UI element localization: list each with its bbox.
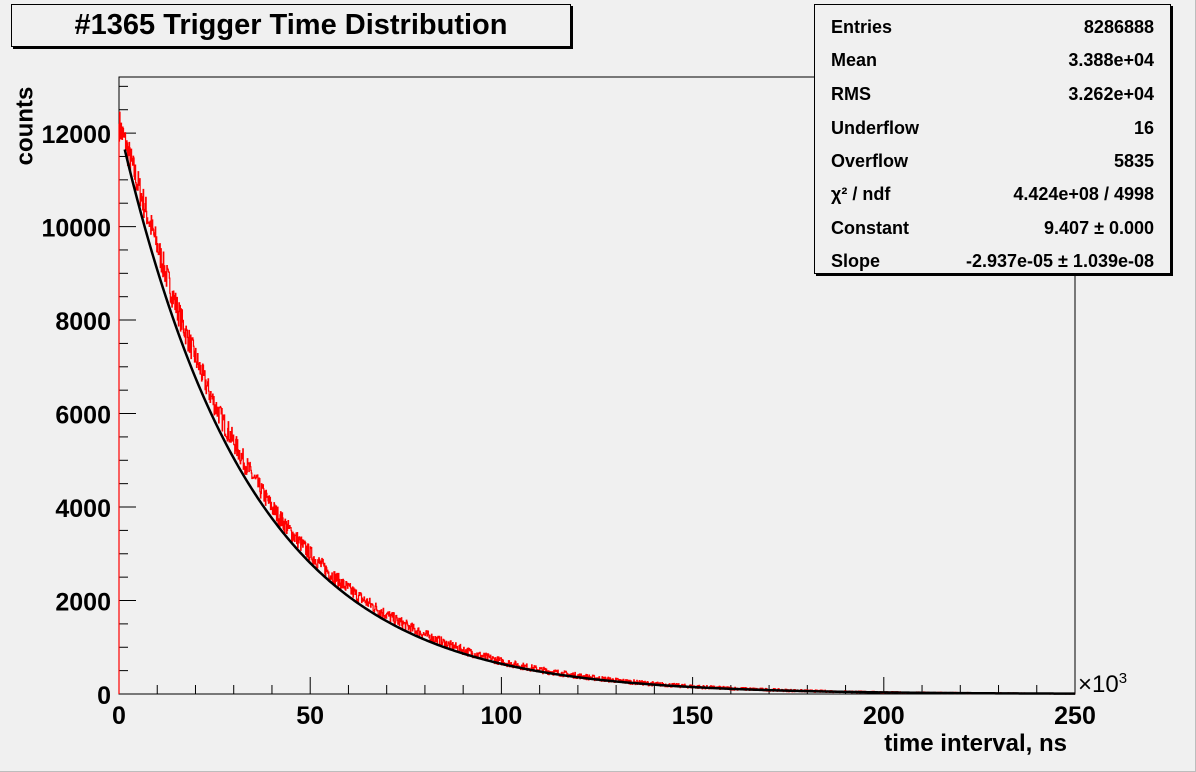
y-tick-label: 0 <box>97 682 111 710</box>
stat-value: 8286888 <box>1083 16 1154 37</box>
y-tick-label: 10000 <box>41 215 111 243</box>
stat-label: Slope <box>831 250 881 271</box>
chart-title-text: #1365 Trigger Time Distribution <box>74 9 508 41</box>
stat-row-chi2-ndf: χ² / ndf 4.424e+08 / 4998 <box>831 182 1154 206</box>
stat-row-rms: RMS 3.262e+04 <box>831 82 1154 106</box>
y-tick-label: 4000 <box>55 495 111 523</box>
stat-row-mean: Mean 3.388e+04 <box>831 48 1154 72</box>
y-axis-title: counts <box>11 86 39 166</box>
stat-row-slope: Slope -2.937e-05 ± 1.039e-08 <box>831 249 1154 273</box>
fit-curve-series <box>123 149 1075 695</box>
stat-value: 9.407 ± 0.000 <box>1044 217 1154 238</box>
stat-value: -2.937e-05 ± 1.039e-08 <box>965 250 1154 271</box>
stat-row-entries: Entries 8286888 <box>831 15 1154 39</box>
x-tick-label: 50 <box>296 702 324 730</box>
x-tick-label: 0 <box>112 702 126 730</box>
chart-title: #1365 Trigger Time Distribution <box>11 4 571 47</box>
x-tick-label: 150 <box>672 702 714 730</box>
stat-label: Entries <box>831 16 893 37</box>
x-tick-label: 200 <box>863 702 905 730</box>
stat-row-constant: Constant 9.407 ± 0.000 <box>831 216 1154 240</box>
stat-label: Mean <box>831 49 878 70</box>
axes: 0 2000 4000 6000 8000 10000 12000 0 50 100 150 200 2… <box>41 85 1096 730</box>
stat-label: Constant <box>831 217 909 238</box>
x-axis-multiplier-exponent: 3 <box>1118 670 1128 687</box>
y-tick-label: 6000 <box>55 402 111 430</box>
x-axis-title: time interval, ns <box>884 730 1067 757</box>
stat-value: 5835 <box>1113 150 1154 171</box>
stat-value: 3.388e+04 <box>1068 49 1154 70</box>
y-tick-label: 8000 <box>55 308 111 336</box>
x-axis-multiplier: ×103 <box>1078 670 1127 699</box>
stat-value: 3.262e+04 <box>1068 83 1154 104</box>
stat-row-overflow: Overflow 5835 <box>831 149 1154 173</box>
x-tick-label: 250 <box>1054 702 1096 730</box>
stat-label: Underflow <box>831 117 919 138</box>
x-tick-label: 100 <box>481 702 523 730</box>
y-tick-label: 2000 <box>55 589 111 617</box>
x-axis-multiplier-base: ×10 <box>1078 671 1119 698</box>
stat-value: 16 <box>1133 117 1154 138</box>
stat-row-underflow: Underflow 16 <box>831 116 1154 140</box>
stats-box: Entries 8286888 Mean 3.388e+04 RMS 3.262… <box>814 4 1171 274</box>
stat-value: 4.424e+08 / 4998 <box>1013 183 1154 204</box>
stat-label: χ² / ndf <box>831 183 891 204</box>
stat-label: Overflow <box>831 150 909 171</box>
fit-curve <box>123 149 1075 695</box>
stat-label: RMS <box>831 83 871 104</box>
y-tick-label: 12000 <box>41 121 111 149</box>
